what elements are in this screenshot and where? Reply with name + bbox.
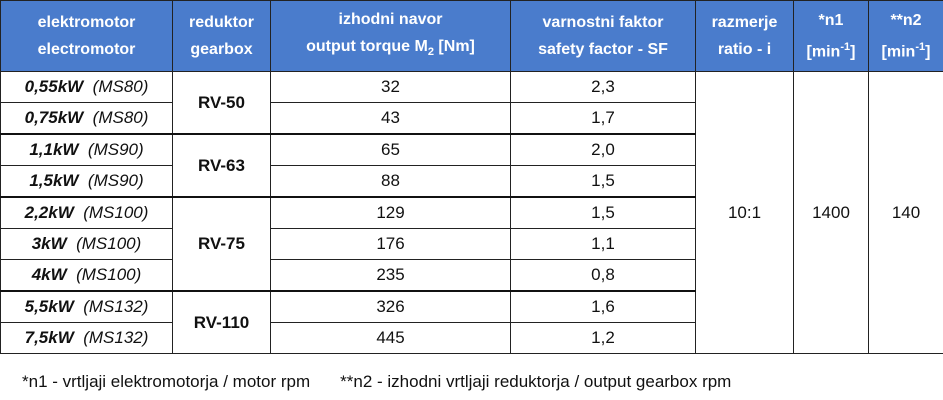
header-text: izhodni navor bbox=[338, 10, 443, 28]
gearbox-cell: RV-63 bbox=[172, 133, 271, 198]
n2-cell: 140 bbox=[868, 71, 943, 354]
motor-power: 4kW bbox=[31, 265, 67, 284]
motor-frame: (MS80) bbox=[92, 77, 149, 96]
gearbox-cell: RV-50 bbox=[172, 71, 271, 135]
motor-frame: (MS90) bbox=[87, 171, 144, 190]
safety-factor-cell: 1,2 bbox=[510, 322, 696, 354]
header-text: ratio - i bbox=[717, 41, 772, 58]
safety-factor-cell: 2,3 bbox=[510, 71, 696, 103]
motor-cell: 5,5kW (MS132) bbox=[0, 290, 173, 323]
motor-power: 5,5kW bbox=[24, 297, 74, 316]
header-cell: izhodni navor output torque M2 [Nm] bbox=[270, 0, 511, 72]
n1-cell: 1400 bbox=[793, 71, 869, 354]
motor-power: 1,1kW bbox=[29, 140, 79, 159]
superscript: -1 bbox=[915, 40, 926, 53]
header-text: [min bbox=[806, 43, 841, 61]
safety-factor-cell: 2,0 bbox=[510, 133, 696, 166]
torque-cell: 32 bbox=[270, 71, 511, 103]
header-text: elektromotor bbox=[37, 14, 136, 31]
motor-cell: 1,5kW (MS90) bbox=[0, 165, 173, 198]
gearbox-cell: RV-75 bbox=[172, 196, 271, 292]
motor-power: 2,2kW bbox=[24, 203, 74, 222]
motor-cell: 2,2kW (MS100) bbox=[0, 196, 173, 229]
motor-power: 1,5kW bbox=[29, 171, 79, 190]
header-text: safety factor - SF bbox=[538, 41, 668, 58]
motor-frame: (MS100) bbox=[83, 203, 149, 222]
header-cell: varnostni faktor safety factor - SF bbox=[510, 0, 696, 72]
header-text: gearbox bbox=[190, 41, 253, 58]
header-cell: razmerje ratio - i bbox=[695, 0, 794, 72]
safety-factor-cell: 0,8 bbox=[510, 259, 696, 292]
ratio-cell: 10:1 bbox=[695, 71, 794, 354]
safety-factor-cell: 1,1 bbox=[510, 228, 696, 260]
torque-cell: 176 bbox=[270, 228, 511, 260]
safety-factor-cell: 1,6 bbox=[510, 290, 696, 323]
gearbox-cell: RV-110 bbox=[172, 290, 271, 354]
safety-factor-cell: 1,7 bbox=[510, 102, 696, 135]
header-text: ] bbox=[925, 43, 931, 61]
torque-cell: 235 bbox=[270, 259, 511, 292]
header-text: [min bbox=[881, 43, 916, 61]
motor-cell: 7,5kW (MS132) bbox=[0, 322, 173, 354]
torque-cell: 129 bbox=[270, 196, 511, 229]
header-cell: reduktor gearbox bbox=[172, 0, 271, 72]
superscript: -1 bbox=[840, 40, 851, 53]
table-row: 0,55kW (MS80) RV-50 32 2,3 10:1 1400 140 bbox=[0, 71, 943, 354]
motor-cell: 1,1kW (MS90) bbox=[0, 133, 173, 166]
header-text: razmerje bbox=[711, 14, 778, 31]
motor-frame: (MS100) bbox=[76, 265, 142, 284]
header-text: **n2 bbox=[890, 11, 922, 29]
motor-power: 7,5kW bbox=[24, 328, 74, 347]
footnotes: *n1 - vrtljaji elektromotorja / motor rp… bbox=[0, 354, 943, 392]
table-row: 5,5kW (MS132) RV-110 326 1,6 bbox=[0, 290, 943, 354]
motor-cell: 0,75kW (MS80) bbox=[0, 102, 173, 135]
header-text: *n1 bbox=[818, 11, 844, 29]
header-row: elektromotor electromotor reduktor gearbox i… bbox=[0, 0, 943, 72]
header-text: ] bbox=[850, 43, 856, 61]
table-row: 3kW (MS100) 176 1,1 bbox=[0, 228, 943, 260]
header-cell: **n2 [min-1] bbox=[868, 0, 943, 72]
header-cell: *n1 [min-1] bbox=[793, 0, 869, 72]
motor-frame: (MS132) bbox=[83, 297, 149, 316]
spec-table: elektromotor electromotor reduktor gearbox i… bbox=[0, 0, 943, 354]
header-text: output torque M bbox=[306, 37, 428, 55]
table-row: 2,2kW (MS100) RV-75 129 1,5 bbox=[0, 196, 943, 292]
motor-cell: 3kW (MS100) bbox=[0, 228, 173, 260]
motor-cell: 0,55kW (MS80) bbox=[0, 71, 173, 103]
header-text: reduktor bbox=[189, 14, 254, 31]
motor-frame: (MS132) bbox=[83, 328, 149, 347]
motor-frame: (MS80) bbox=[92, 108, 149, 127]
safety-factor-cell: 1,5 bbox=[510, 196, 696, 229]
table-row: 7,5kW (MS132) 445 1,2 bbox=[0, 322, 943, 354]
motor-cell: 4kW (MS100) bbox=[0, 259, 173, 292]
footnote: **n2 - izhodni vrtljaji reduktorja / out… bbox=[340, 372, 732, 391]
torque-cell: 445 bbox=[270, 322, 511, 354]
motor-power: 3kW bbox=[31, 234, 67, 253]
torque-cell: 326 bbox=[270, 290, 511, 323]
motor-frame: (MS100) bbox=[76, 234, 142, 253]
footnote: *n1 - vrtljaji elektromotorja / motor rp… bbox=[22, 372, 311, 391]
table-row: 0,75kW (MS80) 43 1,7 bbox=[0, 102, 943, 135]
header-text: electromotor bbox=[37, 41, 136, 58]
torque-cell: 43 bbox=[270, 102, 511, 135]
header-text: varnostni faktor bbox=[542, 14, 664, 31]
motor-frame: (MS90) bbox=[87, 140, 144, 159]
table-row: 1,1kW (MS90) RV-63 65 2,0 bbox=[0, 133, 943, 198]
subscript: 2 bbox=[427, 46, 434, 59]
motor-power: 0,75kW bbox=[24, 108, 84, 127]
safety-factor-cell: 1,5 bbox=[510, 165, 696, 198]
motor-power: 0,55kW bbox=[24, 77, 84, 96]
header-text: [Nm] bbox=[433, 37, 475, 55]
header-cell: elektromotor electromotor bbox=[0, 0, 173, 72]
torque-cell: 88 bbox=[270, 165, 511, 198]
table-body: 0,55kW (MS80) RV-50 32 2,3 10:1 1400 140 0,75kW… bbox=[0, 71, 943, 354]
torque-cell: 65 bbox=[270, 133, 511, 166]
